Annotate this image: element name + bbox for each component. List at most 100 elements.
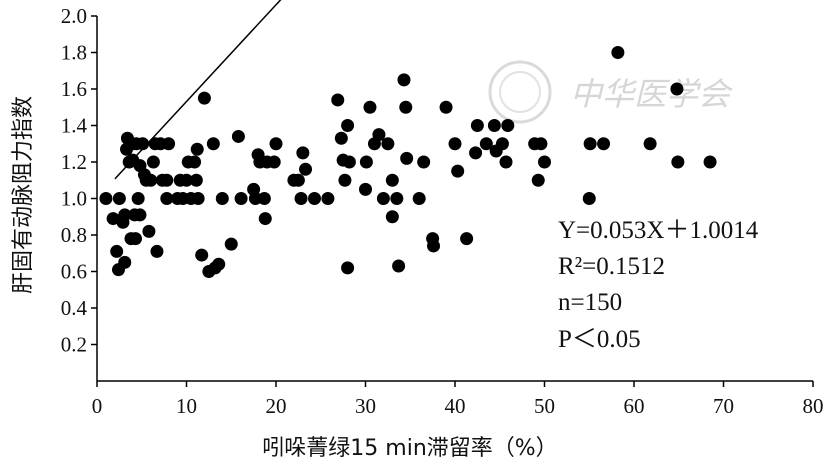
data-point xyxy=(363,100,377,114)
data-point xyxy=(670,82,684,96)
data-point xyxy=(191,192,205,205)
data-point xyxy=(538,155,551,169)
data-point xyxy=(399,100,413,114)
data-point xyxy=(131,192,145,205)
data-point xyxy=(212,257,226,271)
data-point xyxy=(112,192,126,205)
data-point xyxy=(206,137,220,151)
x-tick-label: 50 xyxy=(534,394,555,418)
data-point xyxy=(294,192,308,205)
data-point xyxy=(136,137,150,151)
data-point xyxy=(376,192,390,205)
y-tick-label: 0.2 xyxy=(61,333,87,357)
data-point xyxy=(534,137,548,151)
data-point xyxy=(197,91,211,105)
data-point xyxy=(583,137,597,151)
data-point xyxy=(470,119,484,132)
data-point xyxy=(501,119,515,132)
x-axis-title: 吲哚菁绿15 min滞留率（%） xyxy=(262,436,557,461)
regression-annotations: Y=0.053X＋1.0014 R²=0.1512 n=150 P＜0.05 xyxy=(558,217,759,353)
data-point xyxy=(385,173,399,187)
y-tick-label: 1.2 xyxy=(61,150,87,174)
data-point xyxy=(257,192,271,205)
data-point xyxy=(133,208,147,222)
data-point xyxy=(703,155,717,169)
data-point xyxy=(234,192,248,205)
data-point xyxy=(267,155,281,169)
data-point xyxy=(597,137,611,151)
data-point xyxy=(479,137,493,151)
data-point xyxy=(180,173,193,187)
data-point xyxy=(118,255,132,269)
data-point xyxy=(195,248,209,262)
data-point xyxy=(400,151,414,165)
data-point xyxy=(469,146,483,160)
data-point xyxy=(392,259,406,273)
watermark-seal-icon xyxy=(488,60,552,124)
data-point xyxy=(128,232,142,246)
watermark-seal-inner-icon xyxy=(499,71,541,113)
y-tick-label: 0.6 xyxy=(61,260,87,284)
x-tick-label: 80 xyxy=(803,394,824,418)
trendline xyxy=(114,0,282,180)
data-point xyxy=(427,239,441,253)
y-tick-label: 0.4 xyxy=(61,296,88,320)
x-tick-label: 40 xyxy=(445,394,466,418)
data-point xyxy=(671,155,685,169)
data-point xyxy=(106,212,120,226)
data-point xyxy=(142,224,156,238)
x-tick-label: 70 xyxy=(713,394,734,418)
watermark-text: 中华医学会 xyxy=(570,75,733,113)
data-point xyxy=(224,237,238,251)
data-point xyxy=(248,192,262,205)
data-point xyxy=(331,93,345,107)
data-point xyxy=(99,192,113,205)
x-tick-label: 10 xyxy=(176,394,197,418)
data-point xyxy=(258,212,272,226)
y-tick-label: 1.6 xyxy=(61,77,87,101)
y-tick-label: 2.0 xyxy=(61,4,87,28)
data-point xyxy=(307,192,321,205)
data-point xyxy=(190,142,204,156)
watermark: 中华医学会 xyxy=(488,60,733,124)
data-point xyxy=(643,137,657,151)
x-tick-label: 30 xyxy=(355,394,376,418)
data-point xyxy=(359,182,372,196)
x-axis-ticks: 0 10 20 30 40 50 60 70 80 xyxy=(92,381,824,418)
data-point xyxy=(231,129,245,143)
data-point xyxy=(381,137,395,151)
x-tick-label: 20 xyxy=(266,394,287,418)
y-tick-label: 1.4 xyxy=(61,114,88,138)
y-axis-ticks: 0.2 0.4 0.6 0.8 1.0 1.2 1.4 1.6 1.8 2.0 xyxy=(61,4,97,357)
data-point xyxy=(341,119,355,132)
data-point xyxy=(439,100,453,114)
data-point xyxy=(372,128,386,142)
data-point xyxy=(487,119,501,132)
data-point xyxy=(341,261,355,275)
r-squared: R²=0.1512 xyxy=(558,253,665,280)
data-point xyxy=(338,173,352,187)
data-point xyxy=(296,146,310,160)
data-point xyxy=(291,173,305,187)
data-point xyxy=(299,162,313,176)
data-point xyxy=(385,210,399,224)
data-point xyxy=(160,192,174,205)
data-point xyxy=(160,173,174,187)
data-point xyxy=(460,232,474,246)
data-point xyxy=(531,173,545,187)
data-point xyxy=(611,46,625,59)
data-point xyxy=(397,73,411,87)
data-point xyxy=(189,173,203,187)
data-point xyxy=(342,155,356,169)
data-point xyxy=(321,192,335,205)
y-tick-label: 1.8 xyxy=(61,41,87,65)
data-point xyxy=(495,137,509,151)
regression-equation: Y=0.053X＋1.0014 xyxy=(558,217,759,244)
data-point xyxy=(215,192,229,205)
data-point xyxy=(582,192,596,205)
data-point xyxy=(146,155,160,169)
data-point xyxy=(451,164,465,178)
data-points xyxy=(99,46,717,278)
data-point xyxy=(188,155,202,169)
